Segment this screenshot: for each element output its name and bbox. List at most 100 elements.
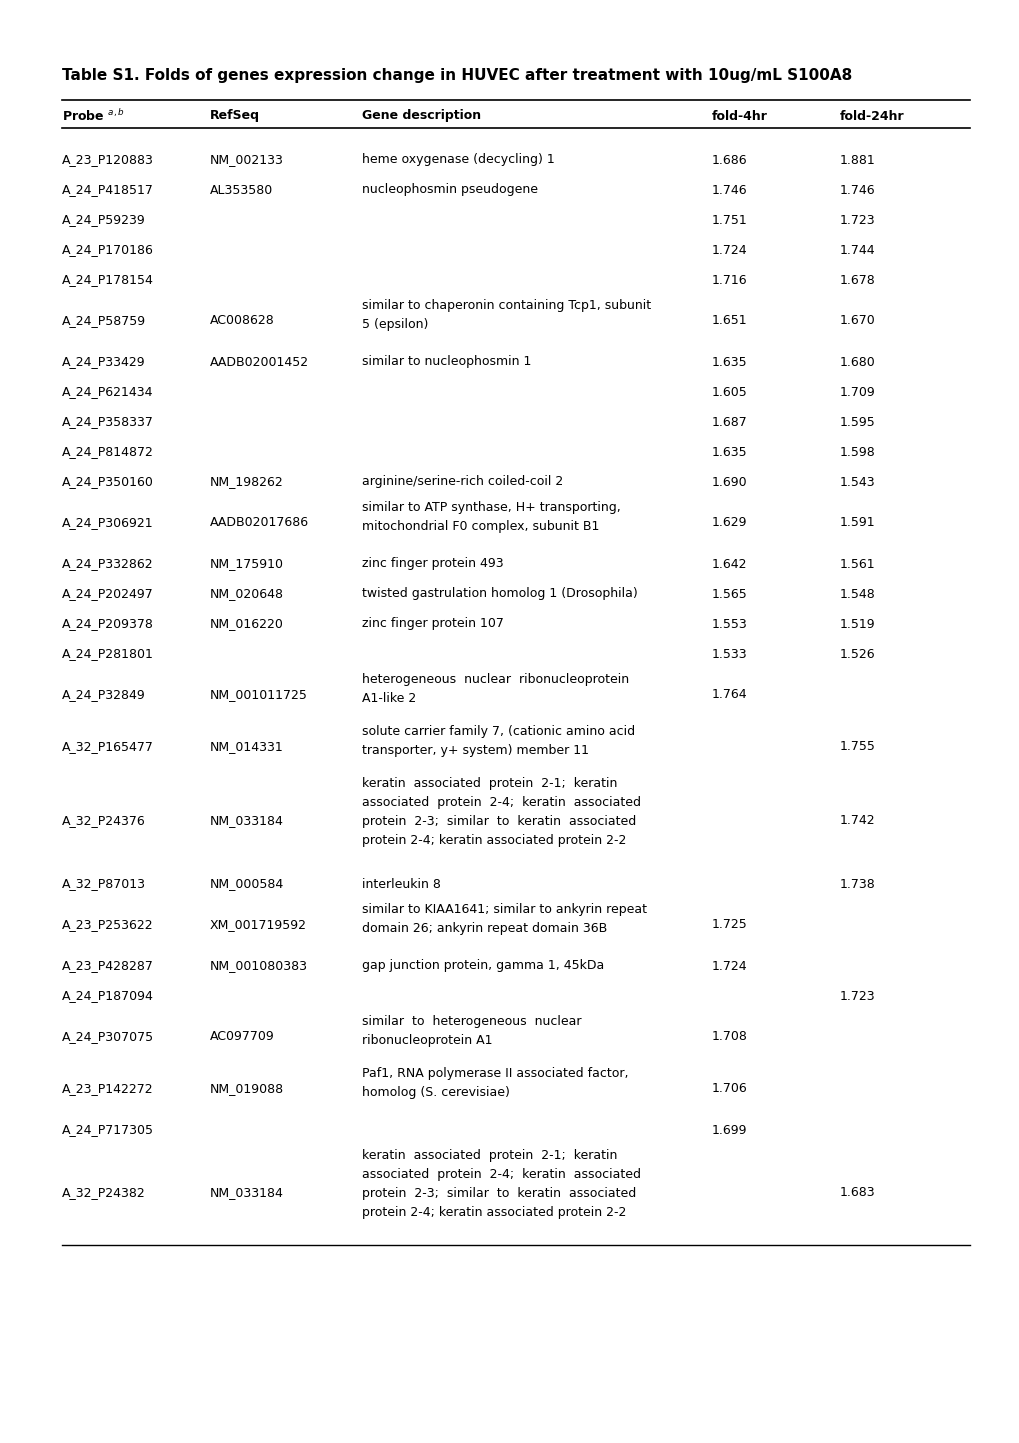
Text: A_24_P281801: A_24_P281801 [62,648,154,661]
Text: 1.678: 1.678 [840,274,875,287]
Text: A_32_P24376: A_32_P24376 [62,814,146,827]
Text: A_24_P170186: A_24_P170186 [62,244,154,257]
Text: 1.519: 1.519 [840,618,874,631]
Text: 1.642: 1.642 [711,557,747,570]
Text: fold-24hr: fold-24hr [840,110,904,123]
Text: A_24_P58759: A_24_P58759 [62,315,146,328]
Text: 1.543: 1.543 [840,476,874,489]
Text: zinc finger protein 107: zinc finger protein 107 [362,618,503,631]
Text: NM_002133: NM_002133 [210,153,283,166]
Text: 1.548: 1.548 [840,587,875,600]
Text: interleukin 8: interleukin 8 [362,877,440,890]
Text: A_24_P717305: A_24_P717305 [62,1124,154,1137]
Text: A_24_P358337: A_24_P358337 [62,416,154,429]
Text: 1.635: 1.635 [711,355,747,368]
Text: NM_033184: NM_033184 [210,814,283,827]
Text: NM_014331: NM_014331 [210,740,283,753]
Text: A_24_P307075: A_24_P307075 [62,1030,154,1043]
Text: A_24_P621434: A_24_P621434 [62,385,153,398]
Text: similar to KIAA1641; similar to ankyrin repeat
domain 26; ankyrin repeat domain : similar to KIAA1641; similar to ankyrin … [362,903,646,935]
Text: A_24_P209378: A_24_P209378 [62,618,154,631]
Text: 1.706: 1.706 [711,1082,747,1095]
Text: 1.553: 1.553 [711,618,747,631]
Text: A_24_P350160: A_24_P350160 [62,476,154,489]
Text: AC008628: AC008628 [210,315,274,328]
Text: A_23_P428287: A_23_P428287 [62,960,154,973]
Text: A_24_P33429: A_24_P33429 [62,355,146,368]
Text: 1.686: 1.686 [711,153,747,166]
Text: A_24_P306921: A_24_P306921 [62,517,154,530]
Text: 1.605: 1.605 [711,385,747,398]
Text: A_24_P814872: A_24_P814872 [62,446,154,459]
Text: A_32_P87013: A_32_P87013 [62,877,146,890]
Text: 1.746: 1.746 [711,183,747,196]
Text: 1.716: 1.716 [711,274,747,287]
Text: 1.709: 1.709 [840,385,875,398]
Text: 1.751: 1.751 [711,214,747,227]
Text: 1.746: 1.746 [840,183,874,196]
Text: Paf1, RNA polymerase II associated factor,
homolog (S. cerevisiae): Paf1, RNA polymerase II associated facto… [362,1066,628,1100]
Text: NM_020648: NM_020648 [210,587,283,600]
Text: 1.635: 1.635 [711,446,747,459]
Text: 1.533: 1.533 [711,648,747,661]
Text: AL353580: AL353580 [210,183,273,196]
Text: AC097709: AC097709 [210,1030,274,1043]
Text: 1.724: 1.724 [711,960,747,973]
Text: 1.680: 1.680 [840,355,875,368]
Text: 1.723: 1.723 [840,990,874,1003]
Text: A_23_P142272: A_23_P142272 [62,1082,154,1095]
Text: arginine/serine-rich coiled-coil 2: arginine/serine-rich coiled-coil 2 [362,476,562,489]
Text: 1.565: 1.565 [711,587,747,600]
Text: Probe $^{a,b}$: Probe $^{a,b}$ [62,108,124,124]
Text: A_23_P253622: A_23_P253622 [62,919,154,932]
Text: 1.629: 1.629 [711,517,747,530]
Text: 1.725: 1.725 [711,919,747,932]
Text: NM_175910: NM_175910 [210,557,283,570]
Text: 1.690: 1.690 [711,476,747,489]
Text: 1.724: 1.724 [711,244,747,257]
Text: Gene description: Gene description [362,110,481,123]
Text: gap junction protein, gamma 1, 45kDa: gap junction protein, gamma 1, 45kDa [362,960,603,973]
Text: solute carrier family 7, (cationic amino acid
transporter, y+ system) member 11: solute carrier family 7, (cationic amino… [362,724,635,758]
Text: keratin  associated  protein  2-1;  keratin
associated  protein  2-4;  keratin  : keratin associated protein 2-1; keratin … [362,776,640,847]
Text: RefSeq: RefSeq [210,110,260,123]
Text: nucleophosmin pseudogene: nucleophosmin pseudogene [362,183,537,196]
Text: fold-4hr: fold-4hr [711,110,767,123]
Text: 1.881: 1.881 [840,153,875,166]
Text: 1.561: 1.561 [840,557,874,570]
Text: 1.764: 1.764 [711,688,747,701]
Text: zinc finger protein 493: zinc finger protein 493 [362,557,503,570]
Text: 1.683: 1.683 [840,1186,874,1199]
Text: keratin  associated  protein  2-1;  keratin
associated  protein  2-4;  keratin  : keratin associated protein 2-1; keratin … [362,1149,640,1219]
Text: 1.708: 1.708 [711,1030,747,1043]
Text: A_32_P165477: A_32_P165477 [62,740,154,753]
Text: heme oxygenase (decycling) 1: heme oxygenase (decycling) 1 [362,153,554,166]
Text: heterogeneous  nuclear  ribonucleoprotein
A1-like 2: heterogeneous nuclear ribonucleoprotein … [362,672,629,706]
Text: A_32_P24382: A_32_P24382 [62,1186,146,1199]
Text: NM_033184: NM_033184 [210,1186,283,1199]
Text: similar to chaperonin containing Tcp1, subunit
5 (epsilon): similar to chaperonin containing Tcp1, s… [362,299,650,330]
Text: Table S1. Folds of genes expression change in HUVEC after treatment with 10ug/mL: Table S1. Folds of genes expression chan… [62,68,852,84]
Text: A_24_P178154: A_24_P178154 [62,274,154,287]
Text: 1.699: 1.699 [711,1124,747,1137]
Text: NM_001080383: NM_001080383 [210,960,308,973]
Text: NM_016220: NM_016220 [210,618,283,631]
Text: 1.651: 1.651 [711,315,747,328]
Text: 1.723: 1.723 [840,214,874,227]
Text: 1.738: 1.738 [840,877,875,890]
Text: A_24_P332862: A_24_P332862 [62,557,154,570]
Text: A_24_P187094: A_24_P187094 [62,990,154,1003]
Text: NM_019088: NM_019088 [210,1082,284,1095]
Text: 1.595: 1.595 [840,416,875,429]
Text: 1.591: 1.591 [840,517,874,530]
Text: similar  to  heterogeneous  nuclear
ribonucleoprotein A1: similar to heterogeneous nuclear ribonuc… [362,1014,581,1048]
Text: A_23_P120883: A_23_P120883 [62,153,154,166]
Text: twisted gastrulation homolog 1 (Drosophila): twisted gastrulation homolog 1 (Drosophi… [362,587,637,600]
Text: 1.670: 1.670 [840,315,875,328]
Text: AADB02001452: AADB02001452 [210,355,309,368]
Text: A_24_P202497: A_24_P202497 [62,587,154,600]
Text: 1.744: 1.744 [840,244,874,257]
Text: 1.742: 1.742 [840,814,874,827]
Text: AADB02017686: AADB02017686 [210,517,309,530]
Text: XM_001719592: XM_001719592 [210,919,307,932]
